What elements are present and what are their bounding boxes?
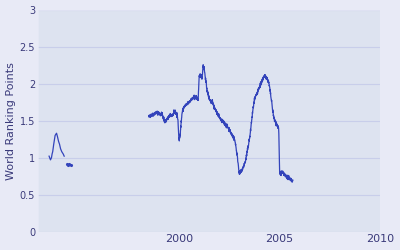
Y-axis label: World Ranking Points: World Ranking Points [6,62,16,180]
